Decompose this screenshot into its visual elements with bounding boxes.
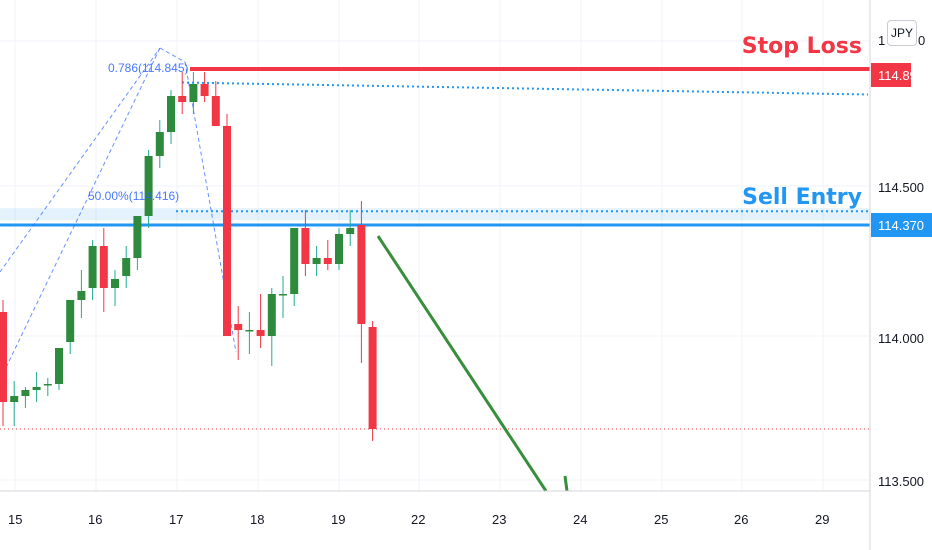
candle-body [77, 291, 86, 300]
time-tick-label: 17 [169, 512, 183, 527]
price-tick-label: 114.000 [878, 331, 924, 346]
stop-loss-price-tag [871, 63, 911, 87]
time-tick-label: 26 [734, 512, 748, 527]
candle-body [279, 294, 287, 296]
candle-body [335, 234, 343, 264]
stop-loss-price-tag-label: 114.890 [878, 68, 924, 83]
time-tick-label: 15 [8, 512, 22, 527]
fib-0786-dotted-line [181, 81, 869, 96]
projection-arrowhead [563, 475, 569, 492]
time-tick-label: 16 [88, 512, 102, 527]
candle-body [223, 126, 231, 336]
time-tick-label: 19 [331, 512, 345, 527]
entry-zone-band [0, 208, 870, 221]
candle-body [32, 387, 41, 390]
time-tick-label: 18 [250, 512, 264, 527]
candle-body [111, 279, 119, 288]
price-top-fragment-1: 1 [878, 33, 885, 48]
candle-body [245, 330, 254, 332]
time-tick-label: 24 [573, 512, 587, 527]
sell-entry-price-tag [871, 213, 932, 237]
candle-body [312, 258, 321, 264]
candle-body [357, 225, 366, 324]
price-tick-label: 114.500 [878, 180, 924, 195]
candle-body [133, 216, 142, 258]
candle-body [55, 348, 63, 384]
projection-line [376, 235, 548, 492]
sell-entry-price-tag-label: 114.370 [878, 218, 924, 233]
candle-body [10, 396, 19, 402]
candle-body [178, 96, 187, 102]
fib-dashed-line [0, 47, 161, 273]
time-tick-label: 25 [654, 512, 668, 527]
fib-50-label: 50.00%(114.416) [88, 189, 179, 203]
candle-body [66, 300, 75, 342]
candle-body [88, 246, 97, 288]
candle-body [21, 390, 30, 396]
price-top-fragment-2: 0 [918, 33, 925, 48]
candle-body [99, 246, 108, 288]
price-tick-label: 113.500 [878, 474, 924, 489]
candle-body [167, 96, 175, 132]
candle-body [200, 84, 209, 96]
candle-body [211, 96, 220, 126]
time-tick-label: 22 [411, 512, 425, 527]
candle-body [144, 156, 153, 216]
candle-body [346, 228, 355, 234]
candle-body [323, 258, 332, 264]
candle-body [122, 258, 131, 276]
candle-body [155, 132, 164, 156]
candle-body [368, 327, 377, 429]
sell-entry-annotation: Sell Entry [742, 185, 862, 210]
candle-body [256, 330, 265, 336]
fib-dashed-line [159, 47, 186, 63]
candle-body [234, 324, 243, 330]
fib-dashed-line [0, 47, 161, 381]
candle-body [267, 294, 276, 336]
candles-group [0, 72, 377, 441]
candle-body [0, 312, 7, 402]
time-tick-label: 29 [815, 512, 829, 527]
currency-badge[interactable]: JPY [887, 20, 917, 46]
candle-body [43, 384, 52, 386]
candle-body [189, 84, 198, 102]
fib-0786-label: 0.786(114.845) [108, 61, 189, 75]
stop-loss-annotation: Stop Loss [742, 34, 862, 59]
chart-overlays [0, 47, 870, 492]
candle-body [290, 228, 299, 294]
time-tick-label: 23 [492, 512, 506, 527]
candle-body [301, 228, 310, 264]
